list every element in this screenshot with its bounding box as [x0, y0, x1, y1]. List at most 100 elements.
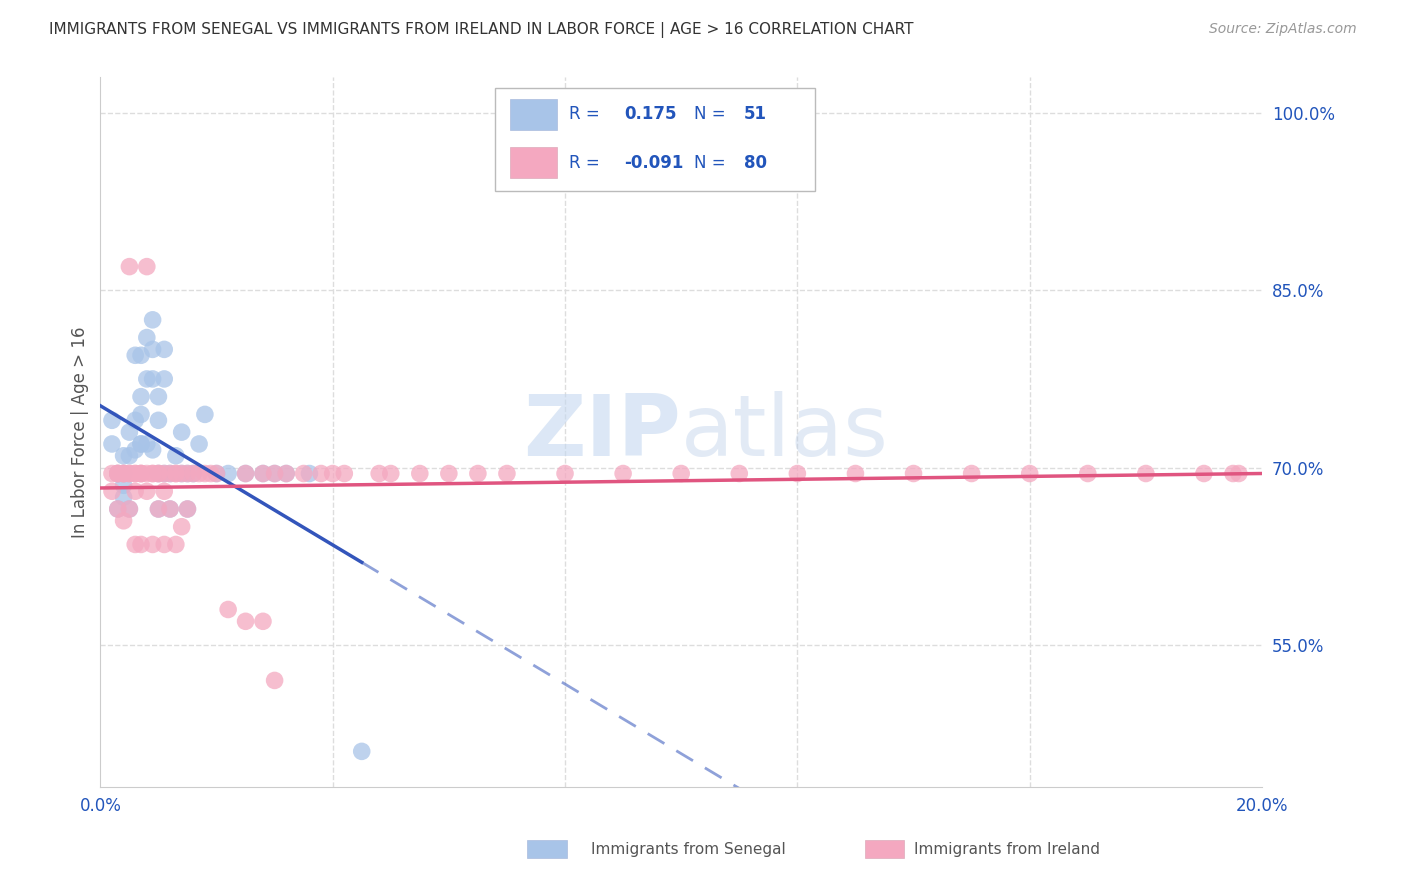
- Point: [112, 467, 135, 481]
- Point: [101, 467, 124, 481]
- Point: [142, 467, 165, 481]
- Point: [129, 437, 152, 451]
- Text: atlas: atlas: [681, 391, 889, 474]
- FancyBboxPatch shape: [510, 147, 557, 178]
- Text: IMMIGRANTS FROM SENEGAL VS IMMIGRANTS FROM IRELAND IN LABOR FORCE | AGE > 16 COR: IMMIGRANTS FROM SENEGAL VS IMMIGRANTS FR…: [49, 22, 914, 38]
- Point: [176, 502, 198, 516]
- Y-axis label: In Labor Force | Age > 16: In Labor Force | Age > 16: [72, 326, 89, 538]
- Text: -0.091: -0.091: [624, 153, 683, 171]
- Point: [153, 343, 176, 357]
- Point: [409, 467, 432, 481]
- FancyBboxPatch shape: [495, 88, 815, 191]
- Point: [148, 467, 170, 481]
- Point: [170, 519, 193, 533]
- Point: [135, 260, 157, 274]
- Point: [786, 467, 808, 481]
- Point: [101, 413, 124, 427]
- Point: [135, 372, 157, 386]
- Point: [437, 467, 460, 481]
- Point: [124, 442, 146, 457]
- Point: [159, 467, 181, 481]
- Point: [118, 260, 141, 274]
- Point: [112, 490, 135, 504]
- Point: [148, 502, 170, 516]
- Point: [194, 467, 217, 481]
- Point: [263, 673, 285, 688]
- Point: [176, 502, 198, 516]
- Point: [153, 467, 176, 481]
- Text: 51: 51: [744, 105, 766, 123]
- Point: [142, 442, 165, 457]
- Point: [142, 343, 165, 357]
- Point: [194, 408, 217, 422]
- Text: R =: R =: [568, 153, 599, 171]
- FancyBboxPatch shape: [510, 99, 557, 130]
- Point: [170, 467, 193, 481]
- Point: [181, 467, 204, 481]
- Point: [217, 467, 239, 481]
- Point: [118, 449, 141, 463]
- Point: [129, 467, 152, 481]
- Point: [112, 514, 135, 528]
- Point: [188, 467, 211, 481]
- Point: [135, 467, 157, 481]
- Text: R =: R =: [568, 105, 599, 123]
- Point: [101, 437, 124, 451]
- Point: [124, 537, 146, 551]
- Point: [112, 467, 135, 481]
- Point: [176, 467, 198, 481]
- Point: [159, 502, 181, 516]
- Point: [159, 467, 181, 481]
- Point: [165, 467, 187, 481]
- Point: [165, 449, 187, 463]
- Text: 80: 80: [744, 153, 766, 171]
- Text: ZIP: ZIP: [523, 391, 681, 474]
- Point: [1135, 467, 1157, 481]
- Point: [960, 467, 983, 481]
- Point: [200, 467, 222, 481]
- Point: [118, 425, 141, 439]
- Text: N =: N =: [695, 105, 725, 123]
- Point: [124, 467, 146, 481]
- Point: [129, 437, 152, 451]
- Point: [148, 413, 170, 427]
- Point: [124, 413, 146, 427]
- Point: [496, 467, 519, 481]
- Point: [380, 467, 402, 481]
- Point: [298, 467, 321, 481]
- Point: [252, 467, 274, 481]
- Point: [612, 467, 634, 481]
- Point: [118, 467, 141, 481]
- Point: [107, 502, 129, 516]
- Point: [176, 467, 198, 481]
- Point: [165, 467, 187, 481]
- Point: [728, 467, 751, 481]
- Text: 0.175: 0.175: [624, 105, 676, 123]
- Point: [118, 502, 141, 516]
- Point: [153, 537, 176, 551]
- Point: [129, 408, 152, 422]
- Point: [148, 502, 170, 516]
- Point: [1227, 467, 1250, 481]
- Point: [135, 484, 157, 499]
- Point: [181, 467, 204, 481]
- Point: [350, 744, 373, 758]
- Point: [112, 467, 135, 481]
- Point: [903, 467, 925, 481]
- Point: [309, 467, 332, 481]
- Point: [1222, 467, 1244, 481]
- Point: [148, 467, 170, 481]
- Text: Immigrants from Senegal: Immigrants from Senegal: [591, 842, 786, 856]
- Point: [148, 390, 170, 404]
- Point: [129, 467, 152, 481]
- Point: [292, 467, 315, 481]
- Point: [112, 478, 135, 492]
- Point: [1192, 467, 1215, 481]
- Text: Source: ZipAtlas.com: Source: ZipAtlas.com: [1209, 22, 1357, 37]
- Point: [124, 348, 146, 362]
- Point: [118, 467, 141, 481]
- Point: [276, 467, 298, 481]
- Point: [322, 467, 344, 481]
- Point: [554, 467, 576, 481]
- Point: [235, 467, 257, 481]
